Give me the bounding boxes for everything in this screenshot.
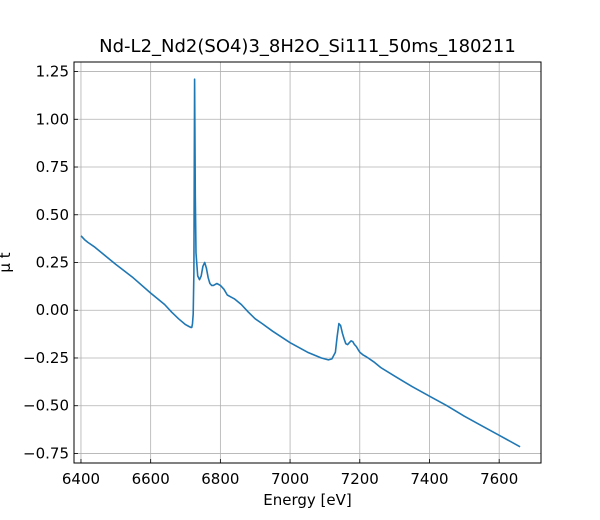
chart-title: Nd-L2_Nd2(SO4)3_8H2O_Si111_50ms_180211: [99, 36, 516, 57]
x-tick-label: 6800: [201, 470, 239, 488]
x-tick-label: 6400: [62, 470, 100, 488]
series-line: [80, 78, 521, 448]
y-tick-label: 0.00: [36, 301, 69, 319]
x-tick-label: 7000: [271, 470, 309, 488]
x-tick-label: 7200: [341, 470, 379, 488]
y-tick-label: 0.75: [36, 158, 69, 176]
y-tick-label: 0.50: [36, 206, 69, 224]
x-tick-label: 6600: [132, 470, 170, 488]
y-tick-label: 0.25: [36, 254, 69, 272]
tick-labels: 6400 6600 6800 7000 7200 7400 7600 −0.75 −0.50 −0…: [23, 63, 518, 488]
y-tick-label: 1.25: [36, 63, 69, 81]
plot-area: [80, 78, 521, 448]
y-axis-label: μ t: [0, 252, 14, 272]
y-tick-label: −0.25: [23, 349, 69, 367]
x-tick-label: 7400: [410, 470, 448, 488]
y-tick-label: 1.00: [36, 110, 69, 128]
y-tick-label: −0.50: [23, 397, 69, 415]
y-tick-label: −0.75: [23, 444, 69, 462]
x-tick-label: 7600: [480, 470, 518, 488]
tick-marks: [74, 71, 500, 463]
grid-lines: [74, 62, 541, 463]
x-axis-label: Energy [eV]: [263, 491, 351, 509]
